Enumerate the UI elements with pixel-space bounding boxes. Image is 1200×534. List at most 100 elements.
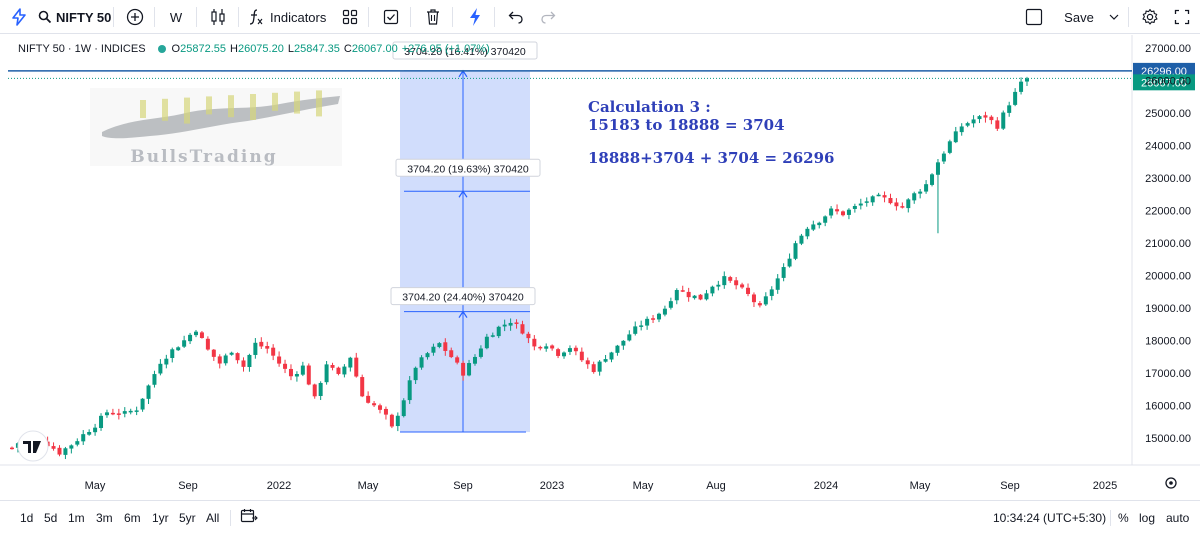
legend-title[interactable]: NIFTY 50 · 1W · INDICES	[18, 43, 146, 55]
text-annotation[interactable]: Calculation 3 :15183 to 18888 = 3704 1888…	[588, 98, 834, 167]
price-chart[interactable]: BullsTrading 3704.20 (24.40%) 3704203704…	[0, 35, 1200, 500]
candle-body	[947, 141, 952, 153]
candle-body	[508, 322, 513, 326]
candle-body	[698, 294, 703, 300]
save-menu-button[interactable]	[1104, 0, 1124, 34]
price-tick-label: 26000.00	[1145, 76, 1191, 88]
candle-body	[211, 349, 216, 357]
remove-drawings-button[interactable]	[418, 0, 448, 34]
go-to-date-button[interactable]	[240, 501, 258, 534]
candle-body	[579, 351, 584, 361]
candle-body	[241, 360, 246, 367]
percent-scale-toggle[interactable]: %	[1118, 510, 1129, 525]
redo-button[interactable]	[534, 0, 562, 34]
candle-body	[336, 367, 341, 374]
candle-body	[217, 356, 222, 364]
auto-scale-toggle[interactable]: auto	[1166, 510, 1190, 525]
settings-button[interactable]	[1136, 0, 1164, 34]
measure-label-box	[395, 158, 541, 177]
candle-body	[656, 313, 661, 320]
layout-button[interactable]	[1020, 0, 1048, 34]
candle-body	[716, 284, 721, 287]
candle-body	[348, 357, 353, 368]
last-price-tag	[1133, 74, 1195, 91]
indicators-button[interactable]: Indicators	[248, 0, 328, 34]
candle-body	[389, 414, 394, 427]
candle-body	[437, 343, 442, 347]
candle-body	[514, 322, 519, 324]
annotation-line-1: Calculation 3 :	[588, 98, 711, 116]
toolbar-divider	[1128, 7, 1129, 27]
candle-body	[110, 412, 115, 415]
tradingview-logo-icon[interactable]	[4, 0, 34, 34]
timeframe-button[interactable]: W	[162, 0, 190, 34]
candle-body	[57, 447, 62, 455]
price-tick-label: 19000.00	[1145, 303, 1191, 315]
candle-body	[51, 446, 56, 449]
candle-body	[122, 411, 127, 414]
candle-body	[597, 361, 602, 372]
compare-symbol-button[interactable]	[120, 0, 150, 34]
candle-body	[265, 346, 270, 349]
candle-body	[1001, 112, 1006, 129]
fullscreen-icon	[1174, 9, 1190, 25]
candle-body	[686, 291, 691, 298]
candle-body	[247, 354, 252, 368]
measure-area[interactable]	[400, 70, 530, 433]
time-axis-settings-icon[interactable]	[1165, 477, 1177, 489]
timezone-clock[interactable]: 10:34:24 (UTC+5:30)	[993, 510, 1107, 525]
candle-body	[1019, 81, 1024, 92]
range-5d[interactable]: 5d	[44, 510, 58, 525]
candle-body	[526, 333, 531, 339]
range-1m[interactable]: 1m	[68, 510, 85, 525]
candle-body	[176, 347, 181, 351]
candle-body	[342, 366, 347, 375]
redo-icon	[540, 10, 556, 24]
candle-body	[550, 345, 555, 349]
range-6m[interactable]: 6m	[124, 510, 141, 525]
candle-body	[496, 326, 501, 337]
candle-body	[983, 115, 988, 118]
range-all[interactable]: All	[206, 510, 220, 525]
candle-body	[977, 116, 982, 120]
range-1yr[interactable]: 1yr	[152, 510, 169, 525]
candle-body	[906, 199, 911, 209]
price-tick-label: 16000.00	[1145, 401, 1191, 413]
price-tick-label: 24000.00	[1145, 141, 1191, 153]
time-tick-label: May	[910, 480, 931, 492]
price-tick-label: 22000.00	[1145, 206, 1191, 218]
market-status-dot	[157, 45, 166, 53]
time-axis[interactable]	[0, 465, 1200, 500]
price-tick-label: 27000.00	[1145, 43, 1191, 55]
range-1d[interactable]: 1d	[20, 510, 34, 525]
log-scale-toggle[interactable]: log	[1139, 510, 1156, 525]
candle-body	[900, 206, 905, 208]
candle-body	[840, 211, 845, 216]
checkbox-edit-icon	[383, 9, 399, 25]
watermark-bar	[184, 97, 190, 124]
candlestick-series	[10, 76, 1029, 460]
alert-button[interactable]	[376, 0, 406, 34]
candle-body	[366, 395, 371, 403]
time-tick-label: Sep	[453, 480, 473, 492]
price-axis[interactable]	[1132, 35, 1200, 465]
save-button[interactable]: Save	[1058, 0, 1100, 34]
candle-body	[372, 403, 377, 406]
range-5yr[interactable]: 5yr	[179, 510, 196, 525]
templates-button[interactable]	[336, 0, 364, 34]
range-3m[interactable]: 3m	[96, 510, 113, 525]
price-range-measure[interactable]: 3704.20 (24.40%) 370420 3704.20 (19.63%) …	[390, 41, 541, 433]
fullscreen-button[interactable]	[1168, 0, 1196, 34]
legend-high-value: 26075.20	[237, 43, 284, 55]
undo-button[interactable]	[502, 0, 530, 34]
chart-type-button[interactable]	[204, 0, 232, 34]
candle-body	[199, 332, 204, 338]
watermark-bar	[140, 100, 146, 118]
symbol-search-button[interactable]: NIFTY 50	[38, 0, 112, 34]
replay-button[interactable]	[460, 0, 490, 34]
candle-body	[283, 363, 288, 369]
bottombar-divider	[1110, 510, 1111, 526]
candle-body	[639, 325, 644, 327]
candle-body	[728, 277, 733, 281]
